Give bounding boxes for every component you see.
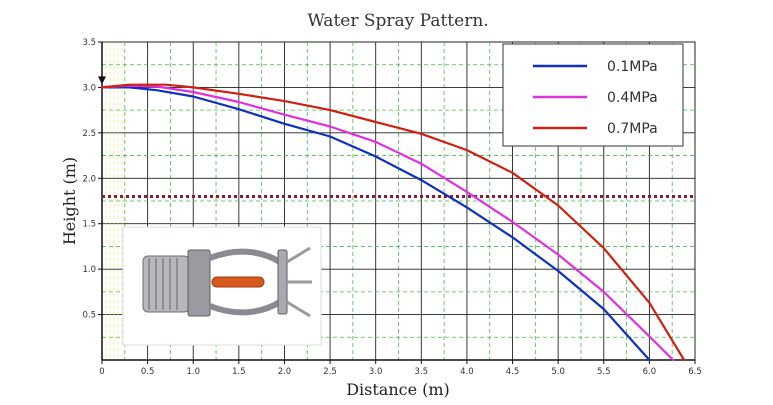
- data-series: [100, 83, 686, 362]
- x-tick-label: 6.5: [688, 367, 702, 377]
- y-tick-label: 1.0: [82, 265, 96, 275]
- x-tick-label: 3.0: [369, 367, 383, 377]
- x-tick-label: 0.5: [141, 367, 155, 377]
- x-tick-labels: 0 0.5 1.0 1.5 2.0 2.5 3.0 3.5 4.0 4.5 5.0 5.5 6.0 6.5: [99, 360, 702, 377]
- x-tick-label: 5.5: [597, 367, 611, 377]
- sprinkler-head-icon: [122, 226, 322, 346]
- x-tick-label: 5.0: [551, 367, 565, 377]
- x-tick-label: 6.0: [643, 367, 657, 377]
- y-tick-label: 2.0: [82, 174, 96, 184]
- y-tick-label: 0.5: [82, 311, 96, 321]
- axes: [101, 42, 695, 361]
- x-tick-label: 1.0: [186, 367, 200, 377]
- y-tick-label: 3.0: [82, 83, 96, 93]
- legend-label-3: 0.7MPa: [607, 121, 658, 137]
- y-tick-label: 2.5: [82, 129, 96, 139]
- y-axis-label: Height (m): [60, 157, 79, 245]
- x-tick-label: 0: [99, 367, 104, 377]
- x-tick-label: 2.0: [278, 367, 292, 377]
- x-tick-label: 4.5: [506, 367, 520, 377]
- legend-label-2: 0.4MPa: [607, 90, 658, 106]
- y-tick-label: 1.5: [82, 220, 96, 230]
- series-line-3: [100, 83, 686, 362]
- x-axis-label: Distance (m): [346, 380, 450, 399]
- y-tick-label: 3.5: [82, 38, 96, 48]
- x-tick-label: 3.5: [415, 367, 429, 377]
- chart-title: Water Spray Pattern.: [307, 11, 488, 31]
- series-line-1: [100, 86, 651, 362]
- x-tick-label: 2.5: [323, 367, 337, 377]
- series-line-2: [100, 84, 675, 362]
- legend: 0.1MPa 0.4MPa 0.7MPa: [502, 43, 684, 147]
- legend-label-1: 0.1MPa: [607, 59, 658, 75]
- x-tick-label: 1.5: [232, 367, 246, 377]
- start-marker: [98, 76, 106, 85]
- y-tick-labels: 0.5 1.0 1.5 2.0 2.5 3.0 3.5: [82, 38, 102, 321]
- x-tick-label: 4.0: [460, 367, 474, 377]
